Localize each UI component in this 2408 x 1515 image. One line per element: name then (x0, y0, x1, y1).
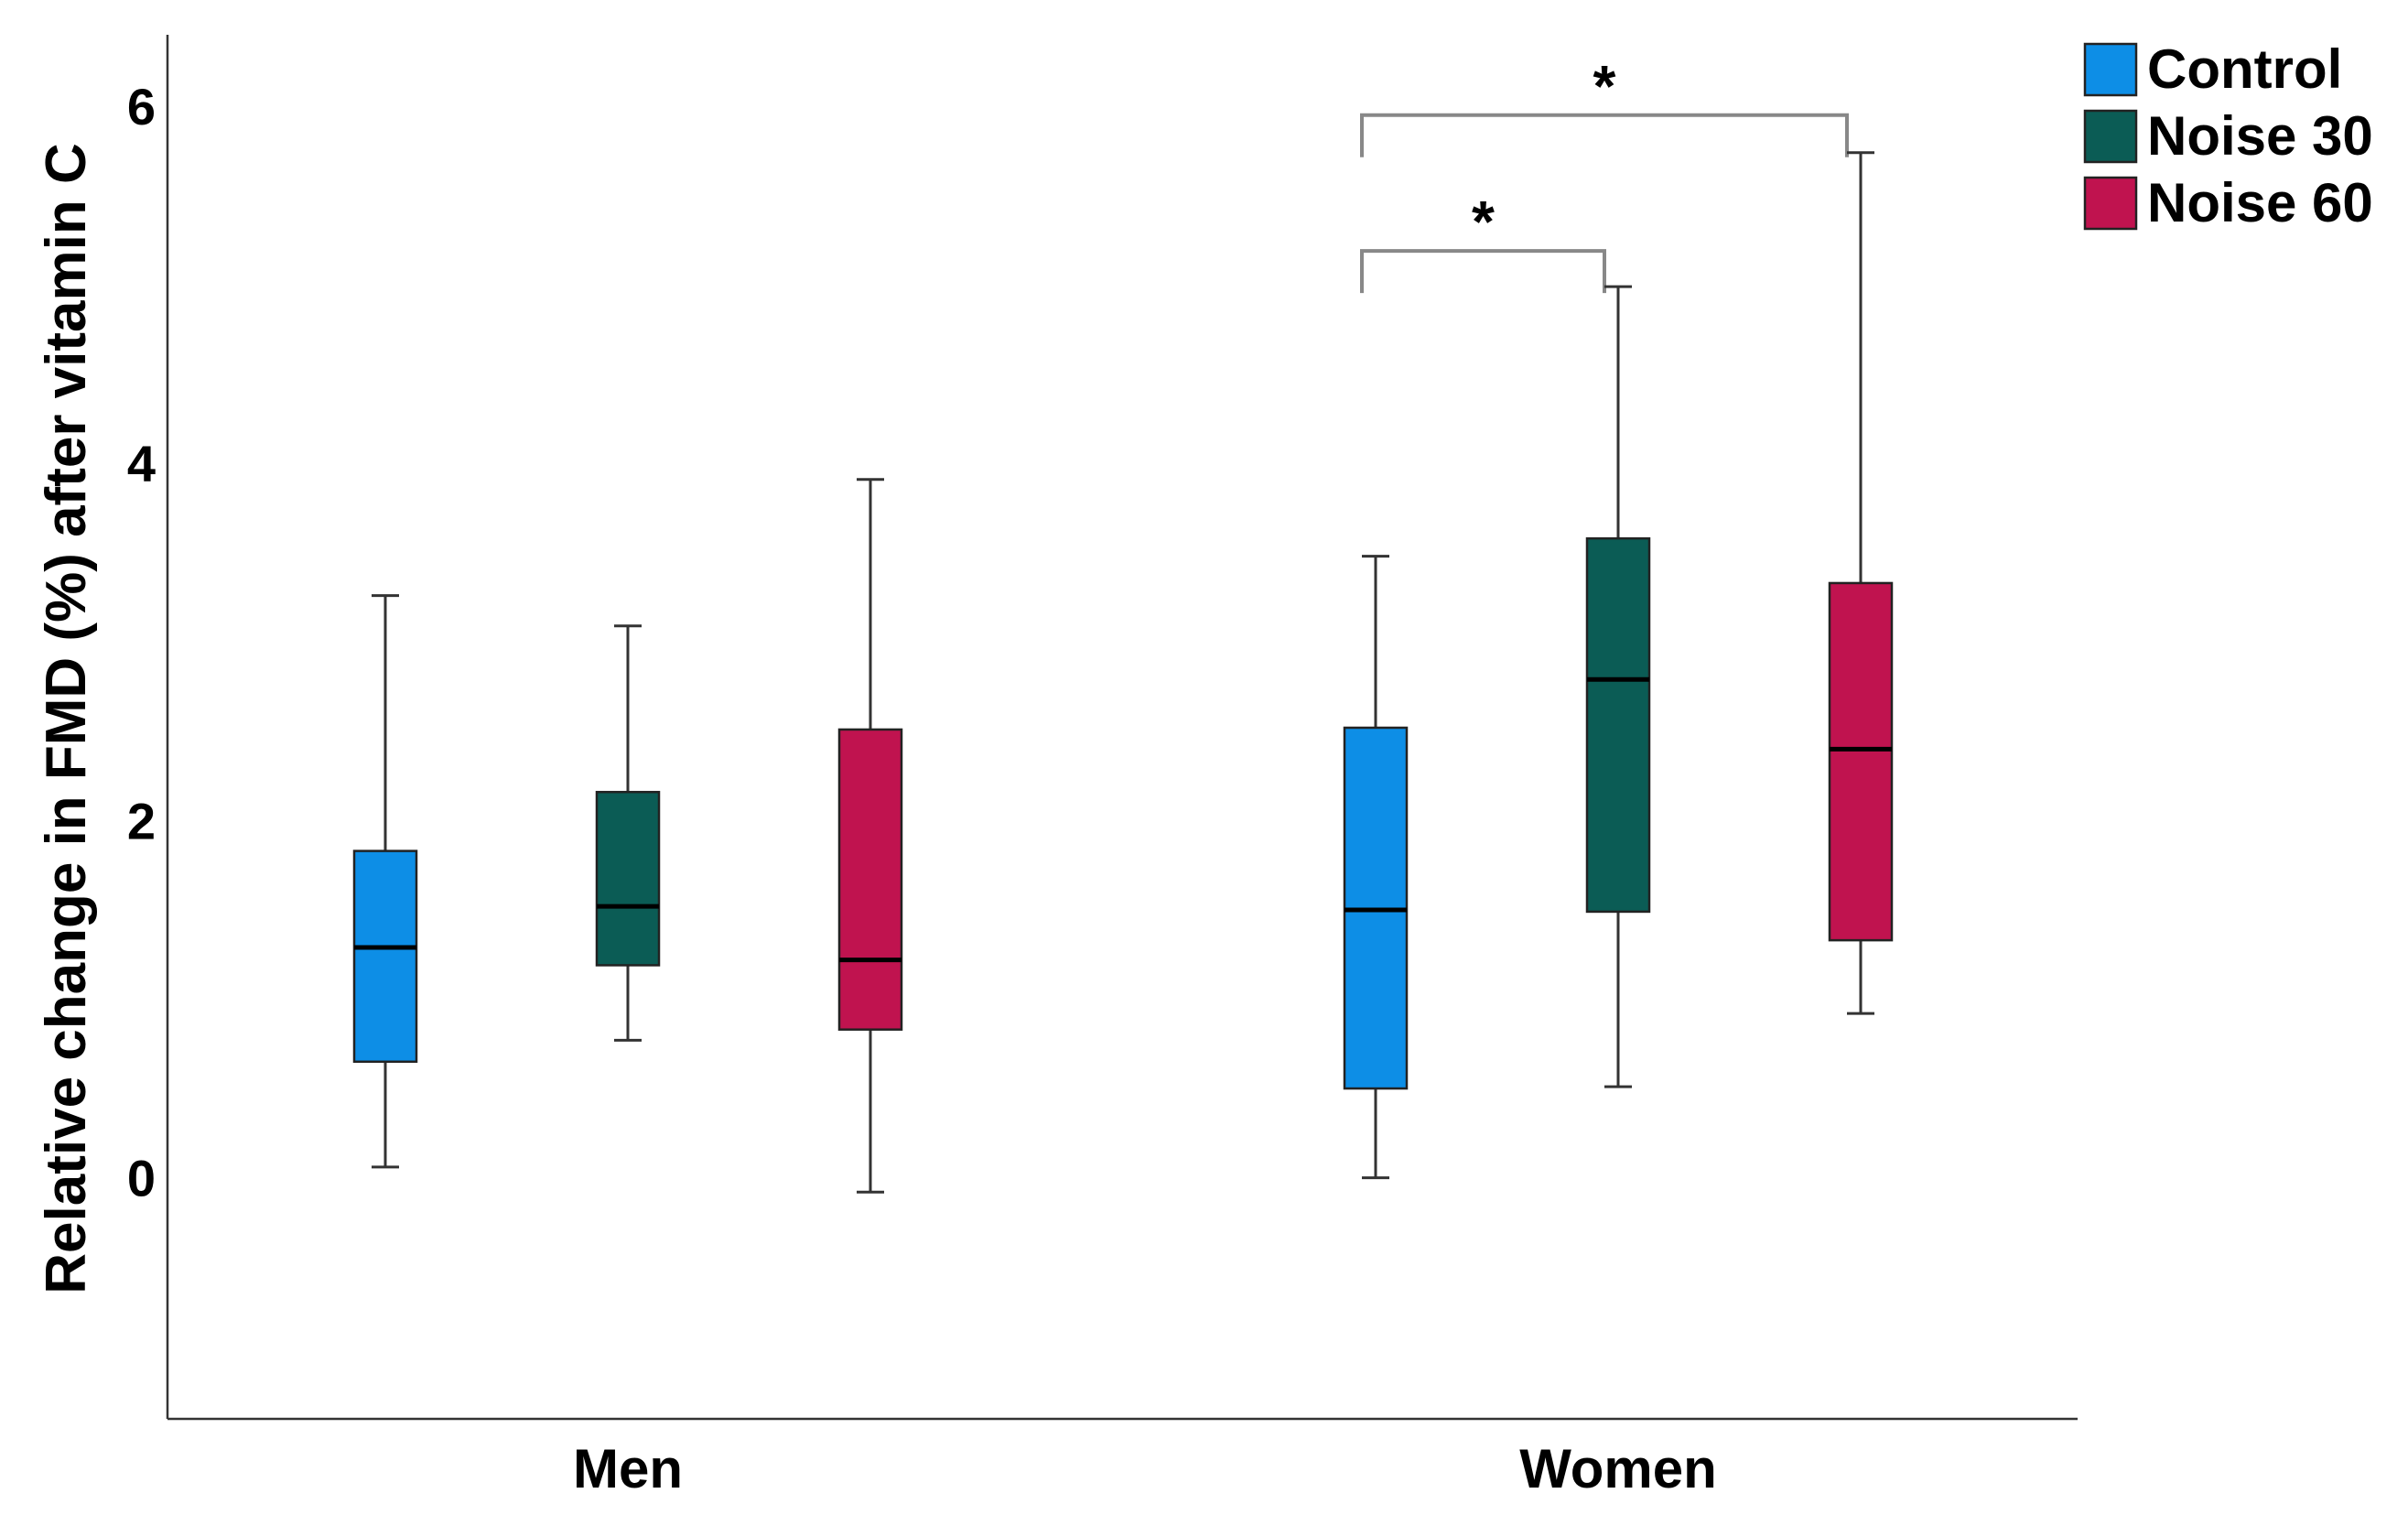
box-series (352, 151, 1894, 1194)
bracket-line (1360, 249, 1606, 294)
legend-label: Noise 30 (2147, 105, 2373, 167)
box-iqr (595, 790, 661, 967)
legend-item: Control (2083, 38, 2342, 100)
box-control-men (352, 594, 418, 1169)
axis-labels: Relative change in FMD (%) after vitamin… (35, 143, 98, 1293)
legend-swatch (2083, 176, 2138, 231)
box-iqr (1585, 536, 1651, 914)
y-tick-label: 4 (127, 435, 156, 492)
box-control-women (1343, 555, 1409, 1180)
significance-bracket: * (1360, 53, 1849, 157)
legend-swatch (2083, 109, 2138, 164)
legend-item: Noise 30 (2083, 105, 2373, 167)
significance-annotations: ** (1360, 53, 1849, 294)
bracket-line (1360, 113, 1849, 157)
legend-label: Noise 60 (2147, 172, 2373, 233)
y-tick-label: 0 (127, 1150, 156, 1207)
y-axis-title: Relative change in FMD (%) after vitamin… (35, 143, 98, 1293)
significance-star: * (1472, 189, 1495, 254)
box-noise-60-men (837, 478, 903, 1194)
legend-label: Control (2147, 38, 2342, 100)
box-noise-30-women (1585, 285, 1651, 1088)
y-tick-label: 6 (127, 78, 156, 135)
box-noise-30-men (595, 624, 661, 1042)
box-iqr (1828, 581, 1894, 942)
legend-swatch (2083, 42, 2138, 97)
x-category-label: Women (1519, 1438, 1717, 1499)
legend-item: Noise 60 (2083, 172, 2373, 233)
significance-bracket: * (1360, 189, 1606, 294)
box-iqr (837, 728, 903, 1031)
axes: 0 2 4 6 Men Women (127, 35, 2078, 1499)
significance-star: * (1593, 53, 1616, 119)
y-tick-label: 2 (127, 792, 156, 849)
x-category-label: Men (573, 1438, 683, 1499)
box-iqr (352, 849, 418, 1064)
box-noise-60-women (1828, 151, 1894, 1015)
